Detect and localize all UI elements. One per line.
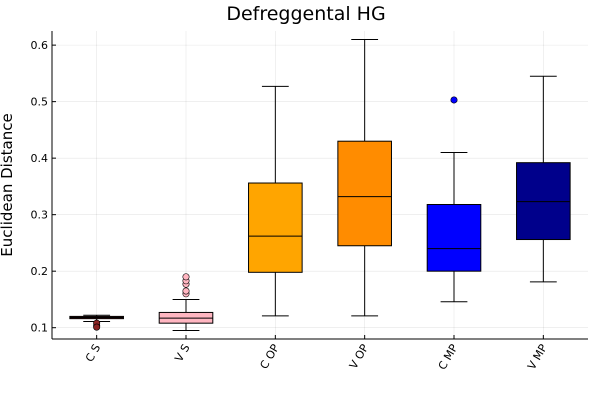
- y-tick-label: 0.6: [31, 39, 49, 52]
- outlier-point: [93, 323, 101, 331]
- y-tick-label: 0.4: [31, 152, 49, 165]
- outlier-point: [450, 96, 458, 104]
- box-group: [426, 96, 482, 303]
- y-tick-label: 0.1: [31, 322, 49, 335]
- box-iqr: [248, 182, 303, 273]
- outlier-point: [182, 287, 190, 295]
- box-group: [337, 38, 392, 317]
- y-tick-label: 0.3: [31, 209, 49, 222]
- box-iqr: [426, 203, 482, 272]
- chart-title: Defreggental HG: [226, 3, 385, 25]
- y-tick-label: 0.2: [31, 265, 49, 278]
- box-group: [158, 273, 214, 332]
- box-group: [516, 75, 571, 283]
- box-group: [69, 314, 124, 331]
- axes: [51, 31, 588, 340]
- outlier-point: [182, 273, 190, 281]
- box-iqr: [516, 162, 571, 241]
- y-axis-label: Euclidean Distance: [0, 113, 16, 256]
- box-iqr: [337, 140, 392, 247]
- y-tick-label: 0.5: [31, 96, 49, 109]
- box-group: [248, 85, 303, 317]
- boxes-layer: [69, 38, 571, 332]
